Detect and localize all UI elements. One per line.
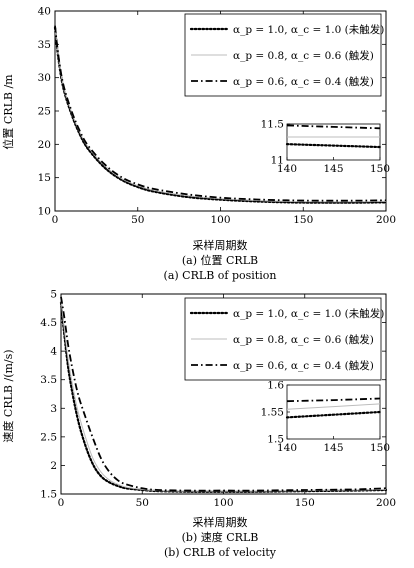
- plot-b-caption-cn: (b) 速度 CRLB: [182, 530, 259, 544]
- plot-a-lines: [53, 25, 388, 204]
- plot-b-xlabel: 采样周期数: [193, 515, 248, 529]
- plot-a-ticks: 0 50 100 150 200 10 15 20 25 30 35 40: [38, 6, 396, 227]
- y-tick-label: 2: [50, 460, 57, 472]
- y-tick-label: 3: [50, 403, 57, 415]
- legend-label-1: α_p = 1.0, α_c = 1.0 (未触发): [233, 307, 384, 320]
- inset-x-tick-label: 140: [277, 442, 297, 454]
- series-line-1: [53, 26, 388, 204]
- plot-a-caption-en: (a) CRLB of position: [164, 269, 277, 282]
- y-tick-label: 40: [38, 6, 51, 18]
- inset-y-tick-label: 11.5: [261, 119, 284, 131]
- y-tick-label: 10: [38, 206, 51, 218]
- series-line-2: [54, 26, 387, 203]
- inset-x-tick-label: 145: [323, 442, 343, 454]
- plot-a-caption-cn: (a) 位置 CRLB: [182, 253, 258, 267]
- legend-label-3: α_p = 0.6, α_c = 0.4 (触发): [233, 75, 374, 88]
- series-line-1: [59, 301, 388, 493]
- inset-y-tick-label: 1.5: [267, 434, 284, 446]
- inset-x-tick-label: 140: [277, 163, 297, 175]
- y-tick-label: 3.5: [40, 374, 57, 386]
- plot-b-ticks: 0 50 100 150 200 1.5 2 2.5 3 3.5 4 4.5 5: [40, 289, 396, 510]
- x-tick-label: 200: [376, 497, 396, 509]
- legend-label-2: α_p = 0.8, α_c = 0.6 (触发): [233, 333, 374, 346]
- inset-series-line-1: [285, 143, 382, 149]
- inset-y-tick-label: 11: [271, 155, 284, 167]
- y-tick-label: 25: [38, 106, 51, 118]
- plot-a-ylabel: 位置 CRLB /m: [1, 74, 15, 150]
- inset-series-line-1: [285, 410, 382, 419]
- legend-label-3: α_p = 0.6, α_c = 0.4 (触发): [233, 359, 374, 372]
- y-tick-label: 1.5: [40, 489, 57, 501]
- x-tick-label: 150: [293, 214, 313, 226]
- plot-b-inset: 140 145 150 1.5 1.55 1.6: [261, 380, 390, 455]
- plot-a-xlabel: 采样周期数: [193, 238, 248, 252]
- inset-series-line-3: [286, 124, 381, 130]
- inset-series-line-2: [286, 403, 381, 410]
- y-tick-label: 4: [50, 346, 57, 358]
- inset-series-line-3: [286, 397, 381, 403]
- y-tick-label: 5: [50, 289, 57, 301]
- y-tick-label: 15: [38, 172, 51, 184]
- panel-b: 0 50 100 150 200 1.5 2 2.5 3 3.5 4 4.5 5 速度 CRLB /(m…: [1, 289, 396, 560]
- y-tick-label: 20: [38, 139, 51, 151]
- series-line-3: [54, 25, 387, 202]
- x-tick-label: 0: [52, 214, 59, 226]
- plot-b-legend: α_p = 1.0, α_c = 1.0 (未触发) α_p = 0.8, α_c…: [184, 297, 384, 381]
- x-tick-label: 50: [136, 497, 149, 509]
- plot-b-lines: [59, 296, 388, 493]
- x-tick-label: 150: [295, 497, 315, 509]
- inset-x-tick-label: 150: [370, 163, 390, 175]
- plot-a-inset: 140 145 150 11 11.5: [261, 119, 390, 176]
- y-tick-label: 35: [38, 39, 51, 51]
- series-line-3: [60, 296, 387, 492]
- x-tick-label: 200: [376, 214, 396, 226]
- y-tick-label: 4.5: [40, 317, 57, 329]
- inset-frame: [286, 123, 381, 161]
- x-tick-label: 100: [210, 214, 230, 226]
- inset-y-tick-label: 1.6: [267, 380, 284, 392]
- y-tick-label: 2.5: [40, 431, 57, 443]
- legend-label-2: α_p = 0.8, α_c = 0.6 (触发): [233, 49, 374, 62]
- inset-y-tick-label: 1.55: [261, 407, 284, 419]
- panel-a: 0 50 100 150 200 10 15 20 25 30 35 40 位置 CRLB /m 采样…: [1, 6, 396, 283]
- x-tick-label: 0: [58, 497, 65, 509]
- inset-x-tick-label: 150: [370, 442, 390, 454]
- plot-a-legend: α_p = 1.0, α_c = 1.0 (未触发) α_p = 0.8, α_c…: [184, 13, 384, 97]
- x-tick-label: 100: [213, 497, 233, 509]
- plot-b-ylabel: 速度 CRLB /(m/s): [1, 349, 15, 442]
- x-tick-label: 50: [131, 214, 144, 226]
- y-tick-label: 30: [38, 72, 51, 84]
- inset-x-tick-label: 145: [323, 163, 343, 175]
- legend-label-1: α_p = 1.0, α_c = 1.0 (未触发): [233, 23, 384, 36]
- plot-b-caption-en: (b) CRLB of velocity: [164, 546, 277, 559]
